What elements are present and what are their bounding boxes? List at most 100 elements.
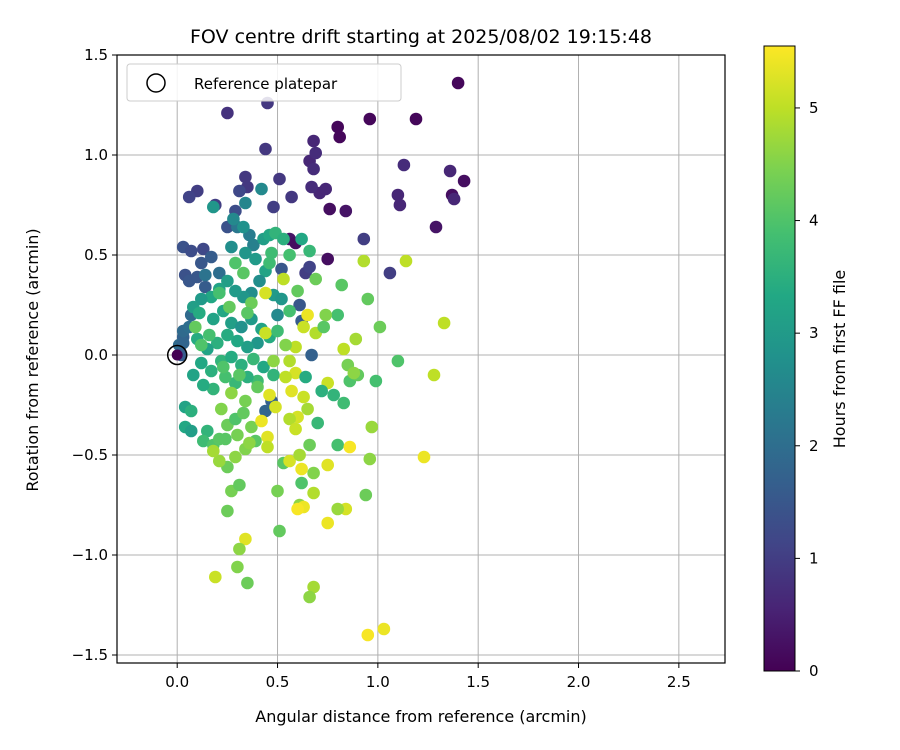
data-point — [225, 350, 238, 364]
data-point — [267, 354, 280, 368]
data-point — [223, 300, 236, 314]
data-point — [331, 502, 345, 516]
data-point — [253, 274, 266, 288]
data-point — [205, 250, 218, 264]
plot-frame — [116, 54, 726, 664]
data-point — [207, 200, 220, 214]
data-point — [307, 580, 320, 594]
data-point — [231, 560, 244, 574]
data-point — [269, 400, 282, 414]
data-point — [321, 252, 335, 266]
data-point — [393, 198, 407, 212]
data-point — [184, 424, 198, 438]
data-point — [237, 220, 250, 234]
data-point — [207, 382, 220, 396]
data-point — [221, 328, 234, 342]
data-point — [305, 348, 318, 362]
data-point — [301, 308, 314, 322]
data-point — [289, 422, 302, 436]
y-tick-label: −0.5 — [72, 446, 108, 464]
data-point — [303, 260, 316, 274]
data-point — [307, 466, 320, 480]
x-tick-label: 0.0 — [165, 673, 189, 691]
y-axis-ticks: −1.5 −1.0 −0.5 0.0 0.5 1.0 1.5 — [72, 46, 117, 664]
data-point — [239, 532, 252, 546]
data-point — [279, 338, 292, 352]
data-point — [307, 162, 320, 176]
data-point — [317, 320, 331, 334]
data-point — [305, 180, 318, 194]
data-point — [255, 414, 268, 428]
data-point — [271, 484, 284, 498]
data-point — [275, 262, 288, 276]
data-point — [391, 354, 405, 368]
data-point — [261, 430, 274, 444]
legend-label: Reference platepar — [194, 75, 338, 93]
data-point — [307, 486, 320, 500]
data-point — [283, 354, 296, 368]
data-point — [311, 416, 325, 430]
data-point — [233, 184, 246, 198]
data-point — [229, 284, 242, 298]
y-tick-label: −1.0 — [72, 546, 108, 564]
data-point — [225, 386, 238, 400]
y-tick-label: 1.5 — [84, 46, 108, 64]
data-point — [257, 360, 270, 374]
legend-marker-icon — [146, 73, 166, 93]
data-point — [347, 366, 361, 380]
data-point — [333, 130, 347, 144]
data-point — [241, 306, 254, 320]
data-point — [233, 368, 246, 382]
data-point — [233, 542, 246, 556]
x-axis-ticks: 0.0 0.5 1.0 1.5 2.0 2.5 — [165, 663, 691, 691]
data-point — [243, 436, 256, 450]
data-point — [319, 308, 333, 322]
data-point — [337, 396, 351, 410]
data-point — [277, 272, 290, 286]
data-point — [195, 338, 208, 352]
data-point — [213, 266, 226, 280]
data-point — [295, 462, 308, 476]
data-point — [239, 246, 252, 260]
data-point — [339, 204, 353, 218]
data-point — [369, 374, 383, 388]
data-point — [211, 336, 224, 350]
colorbar-gradient — [763, 45, 796, 672]
data-point — [235, 320, 248, 334]
x-tick-label: 1.5 — [466, 673, 490, 691]
data-point — [315, 384, 329, 398]
data-point — [219, 370, 232, 384]
grid — [117, 54, 725, 663]
data-point — [239, 196, 252, 210]
data-point — [295, 476, 308, 490]
data-point — [297, 320, 310, 334]
legend: Reference platepar — [126, 63, 402, 102]
data-point — [273, 524, 286, 538]
data-point — [189, 320, 202, 334]
y-tick-label: −1.5 — [72, 646, 108, 664]
data-point — [267, 368, 280, 382]
data-point — [259, 404, 272, 418]
data-point — [451, 76, 465, 90]
data-point — [245, 296, 258, 310]
data-point — [233, 478, 246, 492]
data-points — [172, 76, 471, 642]
data-point — [323, 202, 337, 216]
data-point — [221, 274, 234, 288]
data-point — [377, 622, 391, 636]
legend-box — [126, 63, 402, 102]
data-point — [443, 164, 457, 178]
data-point — [457, 174, 471, 188]
data-point — [285, 384, 298, 398]
data-point — [209, 570, 222, 584]
reference-point — [166, 344, 188, 366]
data-point — [427, 368, 441, 382]
x-tick-label: 2.0 — [567, 673, 591, 691]
data-point — [283, 304, 296, 318]
data-point — [327, 388, 341, 402]
y-tick-label: 0.0 — [84, 346, 108, 364]
data-point — [357, 254, 371, 268]
data-point — [231, 334, 244, 348]
data-point — [359, 488, 373, 502]
data-point — [197, 434, 210, 448]
